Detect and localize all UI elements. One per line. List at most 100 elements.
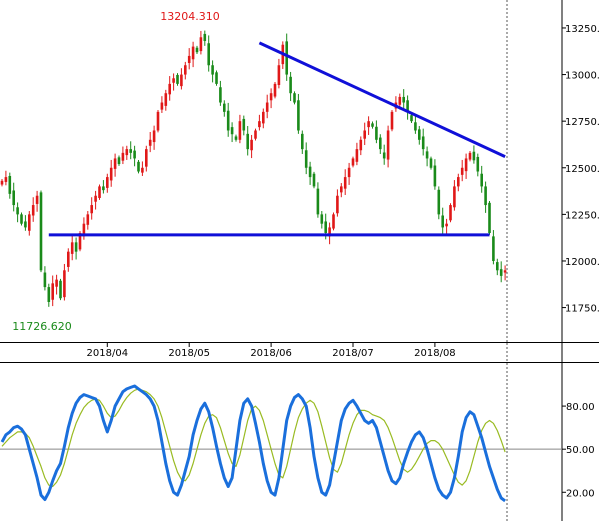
candle-body — [351, 158, 355, 166]
x-tick-label: 2018/04 — [87, 348, 129, 359]
candle-body — [328, 227, 331, 237]
candle-body — [86, 214, 90, 225]
candle-body — [137, 161, 140, 172]
candle-body — [0, 180, 4, 185]
candle-body — [293, 93, 296, 103]
candle-body — [59, 280, 62, 299]
candle-body — [265, 102, 269, 112]
candle-body — [433, 165, 437, 187]
low-label: 11726.620 — [12, 320, 72, 333]
candle-body — [304, 150, 308, 168]
candle-body — [347, 167, 351, 178]
candle-body — [453, 186, 456, 208]
candle-body — [106, 177, 109, 188]
candle-body — [340, 186, 343, 193]
candle-body — [472, 151, 476, 161]
osc-y-tick-label: 80.00 — [566, 402, 595, 413]
candle-body — [121, 152, 125, 161]
candle-body — [406, 100, 409, 112]
candle-body — [12, 190, 15, 206]
price-y-tick-label: 12250. — [565, 210, 599, 221]
candle-body — [148, 139, 152, 146]
candle-body — [195, 47, 199, 53]
x-tick-label: 2018/05 — [168, 348, 210, 359]
candle-body — [207, 43, 210, 66]
candle-body — [63, 270, 66, 298]
candle-body — [301, 133, 304, 150]
candle-body — [464, 158, 468, 172]
trendline-resistance — [258, 41, 506, 158]
candle-body — [20, 214, 23, 224]
candle-body — [238, 121, 242, 140]
candle-body — [117, 157, 121, 165]
x-tick-label: 2018/08 — [414, 348, 456, 359]
candle-body — [297, 100, 300, 131]
price-chart: 11750. 12000. 12250. 12500. 12750. 13000. 1325… — [0, 0, 599, 343]
high-label: 13204.310 — [160, 10, 220, 23]
candle-body — [43, 272, 47, 288]
candle-body — [90, 205, 93, 214]
candle-body — [51, 283, 54, 300]
candle-body — [332, 214, 335, 229]
x-tick-label: 2018/07 — [332, 348, 374, 359]
candle-body — [499, 269, 503, 276]
candle-body — [199, 37, 203, 52]
candle-body — [230, 127, 234, 135]
candle-body — [410, 115, 413, 122]
candle-body — [308, 166, 312, 178]
osc-y-tick-label: 20.00 — [566, 488, 595, 499]
candle-body — [16, 207, 19, 215]
candle-body — [269, 93, 273, 101]
candle-body — [320, 214, 324, 224]
candle-body — [390, 111, 394, 130]
candle-body — [219, 87, 222, 103]
candle-body — [445, 223, 448, 227]
candle-body — [226, 110, 230, 131]
candle-body — [8, 175, 12, 194]
candle-body — [234, 136, 238, 140]
candle-body — [398, 96, 402, 105]
x-tick-label: 2018/06 — [250, 348, 292, 359]
candle-body — [437, 189, 441, 215]
candle-body — [258, 121, 261, 128]
candle-body — [67, 251, 70, 267]
candle-body — [379, 137, 382, 150]
candle-body — [82, 223, 86, 237]
candle-body — [312, 173, 316, 187]
candle-body — [480, 173, 483, 187]
candle-body — [168, 83, 171, 95]
candle-body — [113, 158, 117, 169]
candle-body — [141, 167, 144, 173]
candle-body — [129, 149, 132, 153]
candle-body — [172, 78, 175, 83]
price-y-tick-label: 12750. — [565, 117, 599, 128]
candle-body — [70, 242, 74, 254]
price-y-tick-label: 13250. — [565, 24, 599, 35]
candle-body — [102, 186, 105, 191]
candle-body — [160, 102, 164, 110]
candle-body — [24, 221, 27, 228]
candle-body — [4, 177, 8, 182]
candle-body — [429, 158, 433, 168]
candle-body — [316, 188, 320, 215]
candle-body — [125, 149, 129, 156]
candle-body — [285, 41, 288, 75]
candle-body — [386, 130, 390, 160]
candle-body — [250, 139, 253, 151]
candle-body — [74, 242, 78, 252]
candle-body — [359, 139, 363, 151]
candle-body — [468, 152, 472, 160]
candle-body — [363, 130, 366, 139]
osc-y-tick-label: 50.00 — [566, 445, 595, 456]
candle-body — [78, 233, 82, 250]
price-y-tick-label: 13000. — [565, 71, 599, 82]
candle-body — [336, 195, 339, 214]
candle-body — [492, 236, 495, 261]
candle-body — [47, 287, 51, 302]
osc-series-k — [0, 384, 506, 503]
candle-body — [418, 129, 421, 140]
candle-body — [488, 202, 491, 234]
candle-body — [156, 111, 160, 131]
candle-body — [441, 215, 444, 228]
